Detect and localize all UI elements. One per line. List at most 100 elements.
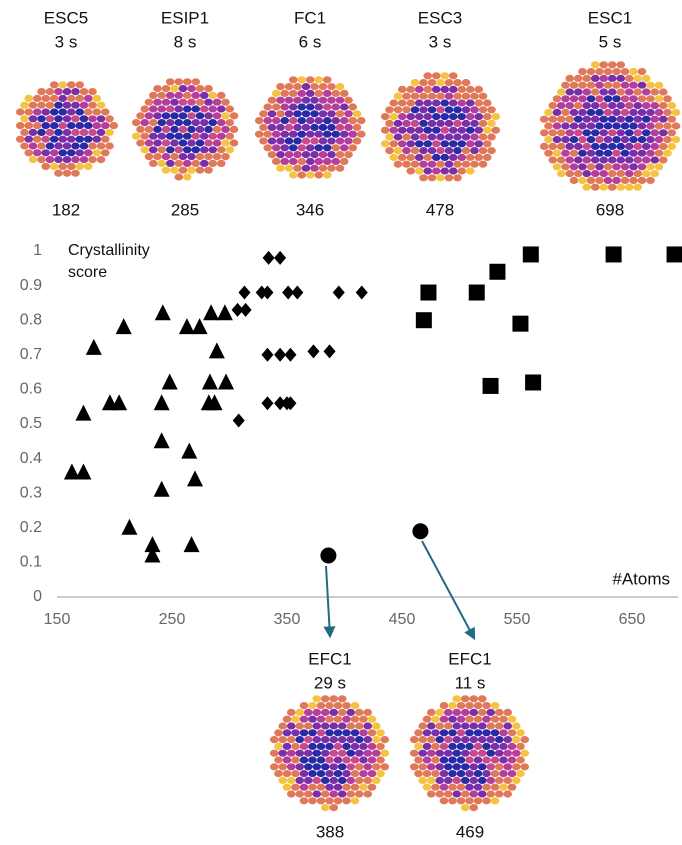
atom [414,113,424,121]
atom [274,756,283,764]
atom [367,729,377,737]
atom [339,157,349,165]
atom [423,113,433,121]
atom [548,102,558,110]
atom [58,135,68,143]
atom [624,74,634,82]
atom [612,163,621,171]
atom [225,119,235,127]
atom [15,135,25,143]
atom [393,160,403,168]
triangle-point [203,304,220,321]
atom [590,129,600,137]
atom [254,130,264,138]
atom [548,115,558,123]
atom [131,119,141,127]
atom [316,756,326,764]
atom [544,108,553,116]
atom [96,115,106,123]
atom [32,135,42,143]
atom [299,770,309,778]
atom [71,128,80,136]
atom [45,142,55,150]
atom [654,108,664,116]
atom [569,95,579,103]
atom [318,164,328,172]
atom [595,163,604,171]
atom [254,117,264,125]
atom [286,722,296,730]
atom [444,92,454,100]
atom [37,156,46,164]
atom [569,136,579,144]
atom [453,92,462,100]
atom [419,79,428,87]
atom [427,147,437,155]
atom [350,783,360,791]
triangle-point [144,536,161,553]
atom [259,123,268,131]
atom [422,742,432,751]
triangle-point [121,518,138,535]
atom [448,126,458,134]
atom [45,128,55,136]
atom [346,736,356,744]
atom [419,106,428,114]
atom [499,715,508,723]
atom [465,153,475,161]
atom [284,110,294,118]
particle-image [254,76,366,179]
atom [322,157,332,165]
atom [457,140,467,148]
square-point [666,246,682,263]
atom [342,770,351,778]
atom [637,136,647,144]
atom [426,736,436,744]
atom [157,105,167,113]
atom [465,126,475,134]
atom [470,92,479,100]
atom [308,770,317,778]
atom [199,119,209,127]
atom [486,708,496,717]
atom [335,164,345,172]
atom [212,98,222,106]
atom [333,756,343,764]
atom [573,115,583,123]
atom [267,123,277,131]
atom [641,88,651,96]
atom [367,715,377,723]
triangle-point [75,404,92,421]
atom [174,105,184,113]
atom [414,99,424,107]
atom [440,72,450,80]
atom [157,146,167,154]
atom [654,136,664,144]
atom [153,125,162,133]
atom [286,790,296,798]
atom [297,117,307,125]
atom [335,83,345,91]
atom [629,136,638,144]
atom [66,162,76,170]
atom [62,169,72,177]
atom [663,136,672,144]
atom [161,98,171,106]
atom [456,783,466,791]
atom [291,715,300,723]
atom [629,163,638,171]
atom [182,146,192,154]
atom [24,122,34,130]
atom [88,101,97,109]
atom [477,736,487,744]
atom [612,176,621,184]
atom [144,153,154,161]
atom [320,722,330,730]
atom [312,790,322,798]
atom [339,117,349,125]
atom [182,173,192,181]
atom [423,153,433,161]
panel-name: ESIP1 [161,8,209,27]
atom [465,702,474,710]
diamond-point [355,285,368,300]
